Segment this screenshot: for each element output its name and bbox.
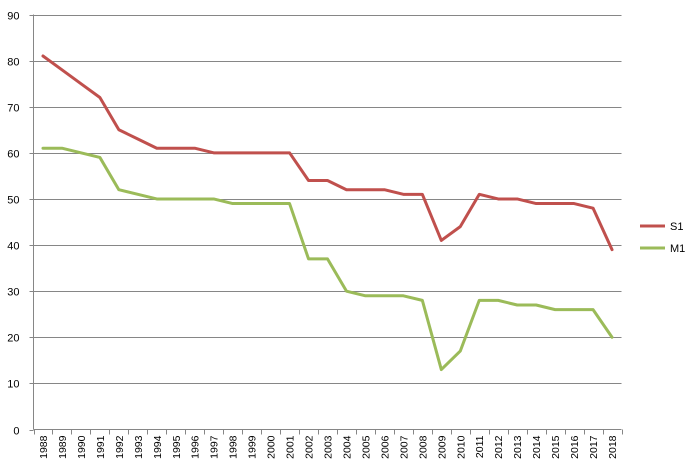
- x-tick-label: 2016: [569, 435, 581, 459]
- x-tick-label: 1992: [114, 435, 126, 459]
- x-tick-label: 1990: [76, 435, 88, 459]
- x-tick-label: 1994: [152, 435, 164, 459]
- y-tick-label: 40: [7, 241, 19, 253]
- x-tick-label: 2003: [323, 435, 335, 459]
- legend-label-s1: S1: [670, 221, 683, 233]
- y-tick-label: 60: [7, 149, 19, 161]
- x-tick-label: 2004: [341, 435, 353, 459]
- series-lines: [41, 54, 614, 372]
- gridlines: [33, 15, 622, 384]
- legend-label-m1: M1: [670, 243, 685, 255]
- x-tick-label: 2006: [379, 435, 391, 459]
- x-tick-label: 1997: [209, 435, 221, 459]
- x-tick-label: 2013: [512, 435, 524, 459]
- x-tick-label: 1993: [133, 435, 145, 459]
- y-tick-label: 20: [7, 333, 19, 345]
- x-tick-label: 2011: [474, 435, 486, 458]
- axes: [33, 14, 622, 430]
- x-tick-label: 2012: [493, 435, 505, 459]
- x-tick-label: 2008: [417, 435, 429, 459]
- x-tick-label: 2000: [266, 435, 278, 459]
- x-tick-label: 1999: [247, 435, 259, 459]
- y-tick-label: 30: [7, 287, 19, 299]
- x-tick-label: 1996: [190, 435, 202, 459]
- x-tick-label: 1988: [38, 435, 50, 459]
- series-line-m1: [41, 146, 614, 372]
- y-axis-tick-labels: 0 10 20 30 40 50 60 70 80 90: [7, 11, 34, 438]
- x-tick-label: 1995: [171, 435, 183, 459]
- x-tick-label: 2009: [436, 435, 448, 459]
- y-tick-label: 90: [7, 11, 19, 23]
- y-tick-label: 70: [7, 103, 19, 115]
- y-tick-label: 50: [7, 195, 19, 207]
- y-tick-label: 10: [7, 379, 19, 391]
- x-axis-tick-labels: 1988 1989 1990 1991 1992 1993 1994 1995 1996 1997…: [34, 429, 623, 459]
- x-tick-label: 1991: [95, 435, 107, 459]
- x-tick-label: 2005: [360, 435, 372, 459]
- x-tick-label: 2007: [398, 435, 410, 459]
- x-tick-label: 2015: [550, 435, 562, 459]
- x-tick-label: 2001: [285, 435, 297, 459]
- x-tick-label: 2010: [455, 435, 467, 459]
- x-tick-label: 1998: [228, 435, 240, 459]
- x-tick-label: 2002: [304, 435, 316, 459]
- series-line-s1: [41, 54, 614, 252]
- y-tick-label: 80: [7, 57, 19, 69]
- legend: S1 M1: [640, 221, 685, 255]
- x-tick-label: 2018: [607, 435, 619, 459]
- x-tick-label: 2017: [588, 435, 600, 459]
- y-tick-label: 0: [13, 426, 19, 438]
- x-tick-label: 1989: [57, 435, 69, 459]
- x-tick-label: 2014: [531, 435, 543, 459]
